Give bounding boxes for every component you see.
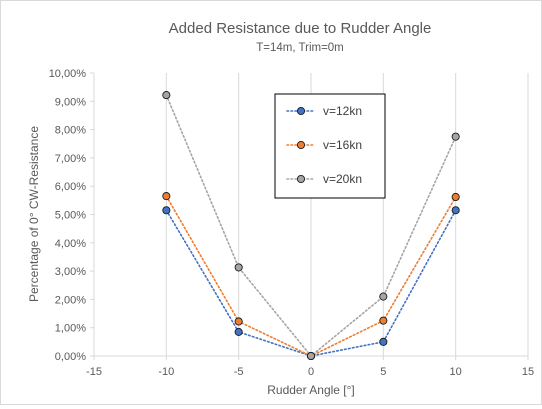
data-point	[379, 292, 388, 301]
y-tick-label: 7,00%	[55, 153, 86, 165]
legend-swatch-marker	[296, 140, 306, 150]
y-tick-label: 1,00%	[55, 323, 86, 335]
legend-label: v=16kn	[323, 138, 362, 152]
data-point	[306, 351, 316, 361]
legend: v=12kn v=16kn v=20kn	[274, 93, 386, 199]
y-tick-labels: 0,00% 1,00% 2,00% 3,00% 4,00% 5,00% 6,00% 7,00%…	[49, 68, 87, 363]
y-tick-label: 0,00%	[55, 351, 86, 363]
data-point	[234, 327, 243, 336]
x-tick-label: 5	[380, 366, 386, 378]
x-tick-label: 10	[450, 366, 462, 378]
data-point	[379, 316, 388, 325]
chart-title: Added Resistance due to Rudder Angle	[169, 20, 432, 37]
legend-item: v=20kn	[286, 172, 362, 186]
y-tick-label: 8,00%	[55, 125, 86, 137]
data-point	[162, 192, 171, 201]
data-point	[162, 206, 171, 215]
x-tick-labels: -15 -10 -5 0 5 10 15	[86, 366, 534, 378]
y-tick-label: 4,00%	[55, 238, 86, 250]
legend-box	[274, 93, 386, 199]
y-axis-title: Percentage of 0° CW-Resistance	[27, 126, 41, 302]
legend-swatch-marker	[296, 174, 306, 184]
x-tick-label: 15	[522, 366, 534, 378]
data-point	[162, 91, 171, 100]
x-axis-title: Rudder Angle [°]	[267, 383, 355, 397]
y-tick-label: 10,00%	[49, 68, 87, 80]
series-v-20kn	[162, 91, 460, 361]
data-point	[234, 317, 243, 326]
legend-item: v=12kn	[286, 104, 362, 118]
y-tick-label: 3,00%	[55, 266, 86, 278]
x-tick-label: -15	[86, 366, 102, 378]
legend-label: v=20kn	[323, 172, 362, 186]
data-point	[451, 132, 460, 141]
x-tick-label: -10	[158, 366, 174, 378]
y-tick-label: 9,00%	[55, 96, 86, 108]
x-tick-label: 0	[308, 366, 314, 378]
chart-subtitle: T=14m, Trim=0m	[256, 42, 344, 54]
data-point	[451, 192, 460, 202]
y-tick-label: 2,00%	[55, 294, 86, 306]
legend-item: v=16kn	[286, 138, 362, 152]
y-tick-label: 5,00%	[55, 210, 86, 222]
data-point	[234, 263, 243, 272]
legend-label: v=12kn	[323, 104, 362, 118]
data-point	[451, 206, 460, 215]
x-tick-label: -5	[234, 366, 244, 378]
y-tick-label: 6,00%	[55, 181, 86, 193]
data-series	[162, 91, 460, 361]
data-point	[379, 337, 388, 346]
legend-swatch-marker	[296, 106, 306, 116]
